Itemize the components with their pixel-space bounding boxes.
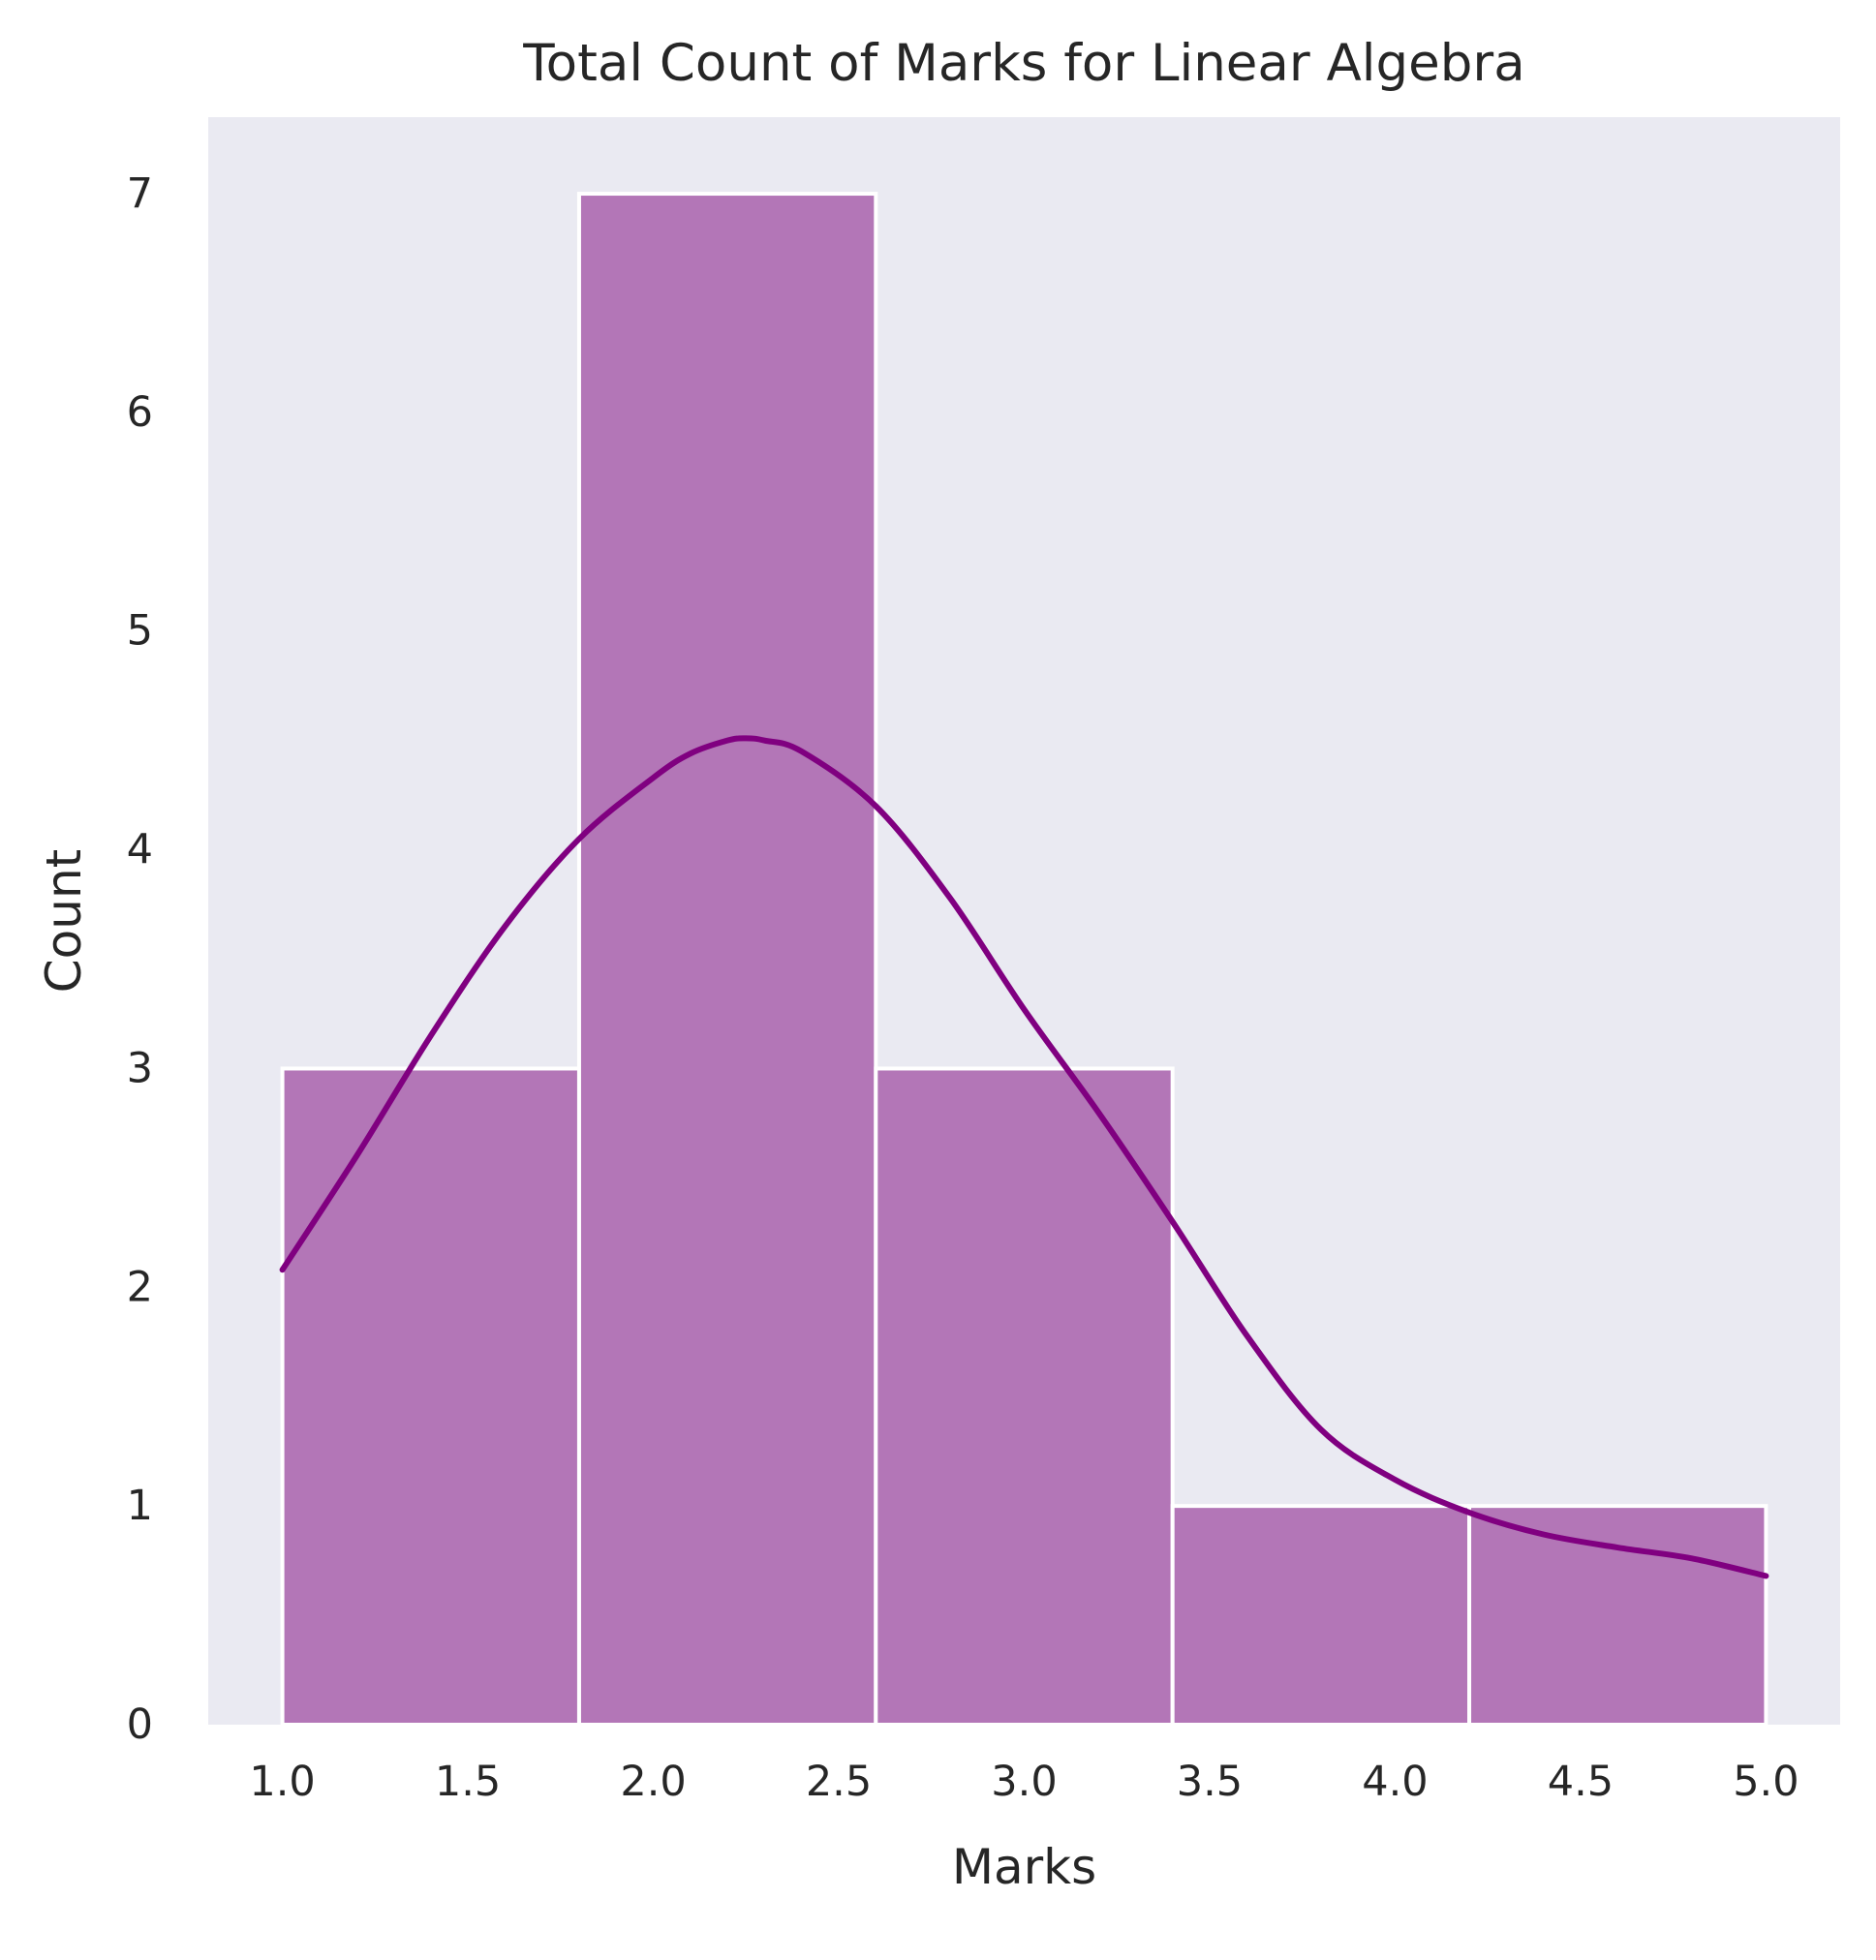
x-tick-label: 2.5	[806, 1758, 872, 1806]
x-tick-label: 1.0	[249, 1758, 315, 1806]
histogram-bars	[280, 192, 1768, 1728]
x-tick-label: 2.0	[620, 1758, 686, 1806]
x-tick-label: 4.0	[1362, 1758, 1428, 1806]
y-tick-label: 2	[127, 1263, 153, 1311]
x-tick-label: 3.5	[1177, 1758, 1243, 1806]
histogram-bar-2	[576, 192, 878, 1728]
y-axis-ticks: 0 1 2 3 4 5 6 7	[127, 169, 153, 1749]
y-tick-label: 3	[127, 1044, 153, 1092]
kde-curve	[279, 735, 1769, 1579]
histogram-bar-5	[1467, 1504, 1768, 1727]
x-tick-label: 1.5	[435, 1758, 501, 1806]
x-axis-label: Marks	[952, 1839, 1096, 1895]
histogram-bar-1	[280, 1066, 581, 1727]
chart-title: Total Count of Marks for Linear Algebra	[522, 34, 1524, 93]
x-tick-label: 4.5	[1548, 1758, 1614, 1806]
y-tick-label: 1	[127, 1482, 153, 1530]
y-tick-label: 0	[127, 1700, 153, 1749]
histogram-bar-3	[874, 1066, 1175, 1727]
x-axis-ticks: 1.0 1.5 2.0 2.5 3.0 3.5 4.0 4.5 5.0	[249, 1758, 1799, 1806]
y-tick-label: 5	[127, 607, 153, 656]
x-tick-label: 5.0	[1733, 1758, 1799, 1806]
y-tick-label: 6	[127, 388, 153, 437]
y-tick-label: 7	[127, 169, 153, 218]
histogram-bar-4	[1170, 1504, 1472, 1727]
x-tick-label: 3.0	[991, 1758, 1057, 1806]
y-tick-label: 4	[127, 826, 153, 874]
y-axis-label: Count	[36, 849, 92, 994]
